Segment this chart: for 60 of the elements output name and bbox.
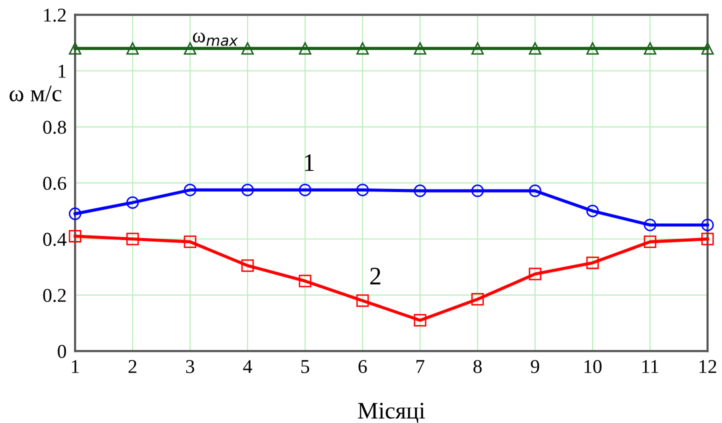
point [414, 42, 426, 55]
point [126, 232, 139, 246]
point [356, 184, 369, 196]
point [414, 184, 426, 198]
y-tick-label: 0.6 [43, 176, 66, 190]
point [471, 42, 484, 55]
y-tick-label: 0.8 [43, 120, 66, 134]
point [356, 42, 369, 55]
x-tick-label: 9 [530, 360, 540, 374]
point [298, 184, 312, 196]
point [68, 208, 82, 220]
point [528, 184, 542, 198]
point [68, 230, 82, 242]
point [241, 259, 254, 272]
y-tick-label: 0 [58, 344, 66, 358]
x-tick-label: 3 [186, 360, 194, 374]
point [126, 42, 139, 55]
point [644, 42, 656, 55]
series-label: 2 [370, 268, 380, 284]
x-tick-label: 2 [128, 360, 136, 373]
y-tick-label: 0.2 [43, 288, 66, 302]
series-label: 1 [304, 154, 314, 171]
point [586, 42, 599, 55]
point [184, 42, 196, 55]
point [298, 274, 312, 288]
x-tick-label: 8 [473, 360, 482, 374]
point [528, 42, 542, 55]
x-axis-title: Місяці [358, 402, 425, 423]
point [701, 218, 714, 232]
point [184, 184, 196, 196]
point [586, 256, 599, 270]
x-tick-label: 5 [301, 360, 310, 374]
point [528, 268, 542, 280]
point [701, 42, 714, 55]
point [241, 184, 254, 196]
point [356, 294, 369, 307]
point [298, 42, 312, 55]
y-tick-label: 0.4 [43, 232, 66, 246]
point [701, 232, 714, 246]
point [471, 292, 484, 306]
x-tick-label: 1 [72, 360, 79, 373]
y-tick-label: 1.2 [44, 8, 66, 22]
point [126, 196, 139, 209]
x-tick-label: 4 [243, 360, 252, 373]
point [586, 204, 599, 218]
point [471, 184, 484, 198]
point [414, 314, 426, 327]
x-tick-label: 12 [700, 360, 716, 373]
point [184, 236, 196, 248]
x-tick-label: 6 [358, 360, 367, 374]
series-label: ω$_{max}$ [192, 32, 238, 46]
x-tick-label: 7 [416, 360, 424, 373]
y-axis-title: ω м/с [10, 86, 62, 102]
point [68, 42, 82, 55]
point [644, 218, 656, 232]
x-tick-label: 11 [642, 360, 658, 373]
point [644, 236, 656, 248]
x-tick-label: 10 [584, 360, 602, 374]
point [241, 42, 254, 55]
y-tick-label: 1 [58, 64, 66, 78]
